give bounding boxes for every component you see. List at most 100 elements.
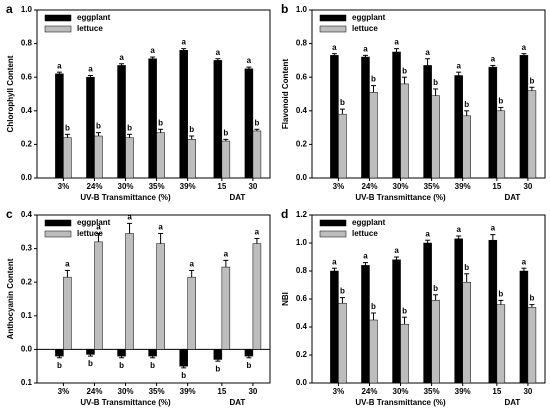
- significance-letter: a: [216, 48, 221, 57]
- x-tick-label: 39%: [180, 387, 196, 396]
- y-tick-label: 0.1: [21, 311, 33, 320]
- bar: [125, 137, 134, 179]
- significance-letter: a: [522, 257, 527, 266]
- significance-letter: a: [247, 56, 252, 65]
- y-tick-label: 0.0: [296, 378, 308, 387]
- significance-letter: a: [119, 53, 124, 62]
- plot-frame: [36, 214, 271, 384]
- significance-letter: b: [371, 302, 376, 311]
- bar: [187, 276, 196, 350]
- significance-letter: a: [394, 246, 399, 255]
- significance-letter: a: [88, 65, 93, 74]
- bar: [63, 276, 72, 350]
- x-tick-label: 3%: [58, 387, 70, 396]
- y-tick-label: 0.1: [21, 378, 33, 387]
- bar: [55, 349, 64, 357]
- x-tick-label: 30: [248, 387, 257, 396]
- significance-letter: a: [158, 223, 163, 232]
- x-tick-label: 30%: [393, 387, 409, 396]
- x-tick-label: 39%: [180, 182, 196, 191]
- x-tick-label: 24%: [361, 182, 377, 191]
- bar: [252, 243, 262, 350]
- significance-letter: a: [224, 249, 229, 258]
- significance-letter: b: [371, 75, 376, 84]
- significance-letter: b: [158, 118, 163, 127]
- bar: [423, 242, 432, 384]
- bar: [519, 270, 529, 384]
- x-group-label: UV-B Transmittance (%): [80, 193, 171, 202]
- bar: [431, 300, 440, 384]
- panel-label: a: [6, 2, 13, 16]
- panel-label: d: [281, 207, 288, 221]
- bar: [221, 140, 231, 179]
- significance-letter: b: [402, 66, 407, 75]
- bar: [117, 349, 126, 357]
- y-tick-label: 0.6: [21, 72, 33, 81]
- significance-letter: a: [332, 43, 337, 52]
- significance-letter: b: [119, 361, 124, 370]
- significance-letter: a: [189, 260, 194, 269]
- x-tick-label: 30%: [118, 182, 134, 191]
- bar: [496, 304, 506, 384]
- bar: [527, 307, 537, 384]
- significance-letter: b: [433, 78, 438, 87]
- x-tick-label: 35%: [149, 182, 165, 191]
- bar: [55, 73, 64, 179]
- bar: [519, 55, 529, 179]
- significance-letter: b: [529, 294, 534, 303]
- significance-letter: a: [456, 61, 461, 70]
- y-tick-label: 0.8: [296, 39, 308, 48]
- significance-letter: a: [150, 46, 155, 55]
- legend-swatch: [319, 25, 347, 33]
- bar: [369, 319, 378, 384]
- bar: [361, 56, 370, 179]
- legend-label: eggplant: [77, 13, 111, 22]
- legend-label: lettuce: [352, 229, 378, 238]
- bar: [462, 281, 471, 384]
- bar: [338, 302, 347, 384]
- significance-letter: b: [498, 97, 503, 106]
- bar: [252, 130, 262, 179]
- y-axis-label: Flavonoid Content: [281, 59, 290, 130]
- x-group-label: DAT: [229, 398, 245, 407]
- significance-letter: b: [529, 76, 534, 85]
- bar: [213, 60, 223, 179]
- x-tick-label: 39%: [455, 182, 471, 191]
- x-tick-label: 30%: [118, 387, 134, 396]
- legend-label: eggplant: [352, 13, 386, 22]
- bar: [63, 137, 72, 179]
- x-tick-label: 15: [217, 182, 226, 191]
- x-tick-label: 30: [523, 182, 532, 191]
- significance-letter: a: [57, 61, 62, 70]
- legend-swatch: [319, 230, 347, 238]
- x-tick-label: 24%: [86, 387, 102, 396]
- significance-letter: a: [127, 213, 132, 222]
- panel-label: b: [281, 2, 288, 16]
- significance-letter: a: [394, 38, 399, 47]
- significance-letter: a: [65, 260, 70, 269]
- significance-letter: a: [522, 43, 527, 52]
- significance-letter: b: [127, 123, 132, 132]
- significance-letter: a: [255, 228, 260, 237]
- y-tick-label: 0.2: [21, 277, 33, 286]
- x-tick-label: 35%: [424, 387, 440, 396]
- bar: [156, 243, 165, 350]
- significance-letter: b: [189, 125, 194, 134]
- significance-letter: a: [96, 223, 101, 232]
- y-tick-label: 0.8: [21, 39, 33, 48]
- x-tick-label: 15: [492, 182, 501, 191]
- bar: [330, 270, 339, 384]
- x-tick-label: 35%: [149, 387, 165, 396]
- y-tick-label: 0.4: [296, 322, 308, 331]
- legend-swatch: [44, 230, 72, 238]
- legend-swatch: [319, 14, 347, 22]
- bar: [179, 349, 188, 367]
- x-tick-label: 3%: [333, 182, 345, 191]
- significance-letter: b: [254, 118, 259, 127]
- significance-letter: b: [57, 361, 62, 370]
- legend-swatch: [44, 14, 72, 22]
- y-tick-label: 0.4: [21, 106, 33, 115]
- bar: [400, 83, 409, 179]
- y-tick-label: 0.0: [296, 173, 308, 182]
- y-tick-label: 0.8: [296, 266, 308, 275]
